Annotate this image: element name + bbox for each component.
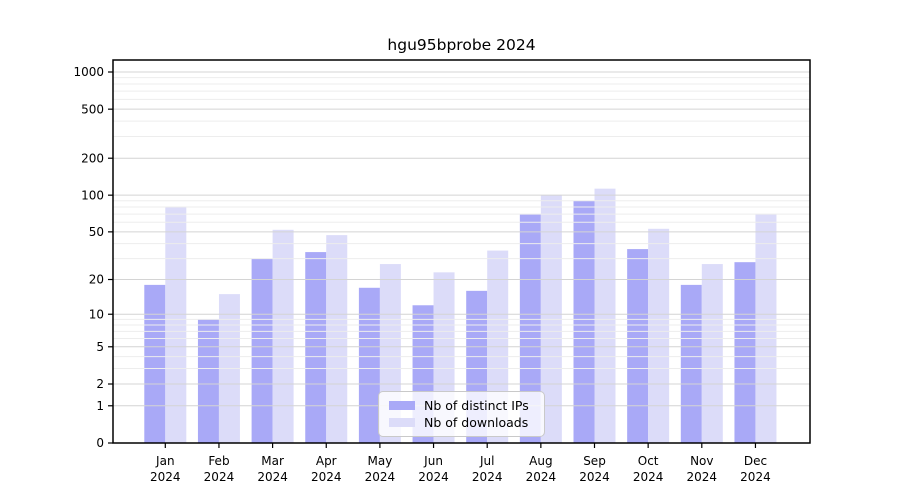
bar-distinct-ips-sep bbox=[573, 200, 595, 443]
x-tick-label-jul: Jul 2024 bbox=[472, 454, 503, 484]
x-tick-label-jun: Jun 2024 bbox=[418, 454, 449, 484]
y-tick-label-1: 1 bbox=[96, 399, 104, 413]
y-tick-label-50: 50 bbox=[89, 225, 104, 239]
x-tick-label-oct: Oct 2024 bbox=[633, 454, 664, 484]
legend-swatch-downloads bbox=[389, 418, 415, 428]
y-tick-label-10: 10 bbox=[89, 307, 104, 321]
x-tick-label-mar: Mar 2024 bbox=[257, 454, 288, 484]
legend: Nb of distinct IPs Nb of downloads bbox=[378, 391, 545, 437]
y-tick-label-100: 100 bbox=[81, 188, 104, 202]
y-tick-label-5: 5 bbox=[96, 340, 104, 354]
legend-label-downloads: Nb of downloads bbox=[424, 415, 529, 431]
bar-distinct-ips-aug bbox=[519, 214, 541, 443]
bar-distinct-ips-feb bbox=[197, 319, 219, 443]
x-tick-label-apr: Apr 2024 bbox=[311, 454, 342, 484]
y-tick-label-2: 2 bbox=[96, 377, 104, 391]
x-tick-label-nov: Nov 2024 bbox=[687, 454, 718, 484]
bar-distinct-ips-nov bbox=[680, 284, 702, 443]
x-tick-label-sep: Sep 2024 bbox=[579, 454, 610, 484]
y-tick-label-20: 20 bbox=[89, 273, 104, 287]
bar-downloads-sep bbox=[594, 188, 616, 443]
bar-downloads-oct bbox=[648, 228, 670, 443]
axes-layer: 0 1 2 5 10 20 50 100 200 500 1000 Jan 2024 Feb 2024 Mar… bbox=[73, 59, 811, 484]
bar-downloads-dec bbox=[755, 214, 777, 443]
bar-distinct-ips-jan bbox=[144, 284, 166, 443]
y-tick-label-0: 0 bbox=[96, 436, 104, 450]
bar-downloads-nov bbox=[701, 264, 723, 443]
y-tick-label-200: 200 bbox=[81, 151, 104, 165]
legend-label-distinct-ips: Nb of distinct IPs bbox=[424, 397, 529, 413]
bar-distinct-ips-apr bbox=[305, 252, 327, 443]
chart-title: hgu95bprobe 2024 bbox=[387, 36, 535, 54]
x-tick-label-may: May 2024 bbox=[365, 454, 396, 484]
bar-downloads-apr bbox=[326, 235, 348, 443]
y-tick-label-1000: 1000 bbox=[73, 65, 104, 79]
bar-distinct-ips-dec bbox=[734, 262, 756, 443]
y-tick-label-500: 500 bbox=[81, 102, 104, 116]
legend-item-downloads: Nb of downloads bbox=[389, 415, 534, 430]
x-tick-label-dec: Dec 2024 bbox=[740, 454, 771, 484]
legend-swatch-distinct-ips bbox=[389, 400, 415, 410]
bar-distinct-ips-oct bbox=[627, 249, 649, 443]
x-tick-label-jan: Jan 2024 bbox=[150, 454, 181, 484]
plot-frame bbox=[112, 59, 811, 444]
bar-downloads-mar bbox=[272, 229, 294, 443]
bar-distinct-ips-mar bbox=[251, 258, 273, 443]
x-tick-label-feb: Feb 2024 bbox=[204, 454, 235, 484]
legend-item-distinct-ips: Nb of distinct IPs bbox=[389, 398, 534, 413]
x-tick-label-aug: Aug 2024 bbox=[526, 454, 557, 484]
bar-distinct-ips-may bbox=[358, 287, 380, 443]
